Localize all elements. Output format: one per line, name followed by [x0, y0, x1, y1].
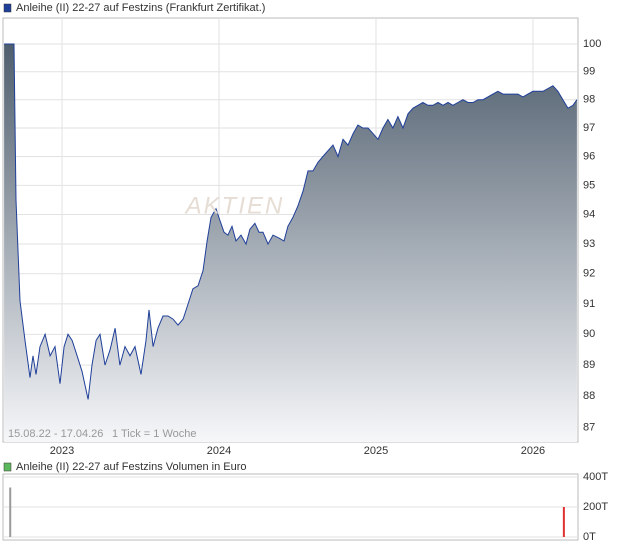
price-line	[4, 43, 578, 400]
y-tick-label: 91	[583, 298, 595, 310]
y-tick-label: 92	[583, 268, 595, 280]
volume-chart: 0T 200T 400T Anleihe (II) 22-27 auf Festzin…	[3, 461, 608, 543]
volume-bar	[9, 487, 12, 537]
x-tick-label: 2025	[364, 445, 388, 457]
legend-label: Anleihe (II) 22-27 auf Festzins Volumen …	[16, 461, 247, 473]
area-fill	[4, 44, 577, 442]
y-tick-label: 0T	[583, 531, 596, 543]
y-tick-label: 89	[583, 359, 595, 371]
y-tick-label: 90	[583, 328, 595, 340]
y-tick-label: 95	[583, 179, 595, 191]
legend-swatch	[3, 462, 12, 472]
y-tick-label: 94	[583, 208, 595, 220]
y-tick-label: 93	[583, 238, 595, 250]
y-tick-label: 88	[583, 390, 595, 402]
y-tick-label: 97	[583, 122, 595, 134]
legend-label: Anleihe (II) 22-27 auf Festzins (Frankfu…	[16, 2, 265, 14]
y-tick-label: 200T	[583, 501, 608, 513]
y-tick-label: 400T	[583, 471, 608, 483]
y-tick-label: 96	[583, 150, 595, 162]
y-tick-label: 87	[583, 422, 595, 434]
y-tick-label: 99	[583, 66, 595, 78]
price-chart: 87 88 89 90 91 92 93 94 95 96 97 98 99 100 Anleihe (II…	[3, 2, 601, 457]
date-range: 15.08.22 - 17.04.26	[8, 428, 103, 440]
x-tick-label: 2026	[521, 445, 545, 457]
tick-note: 1 Tick = 1 Woche	[112, 428, 196, 440]
volume-bar	[562, 507, 565, 537]
x-tick-label: 2024	[207, 445, 231, 457]
y-tick-label: 100	[583, 38, 601, 50]
y-tick-label: 98	[583, 94, 595, 106]
legend-swatch	[3, 3, 12, 13]
x-tick-label: 2023	[50, 445, 74, 457]
watermark: AKTIEN	[184, 192, 285, 219]
